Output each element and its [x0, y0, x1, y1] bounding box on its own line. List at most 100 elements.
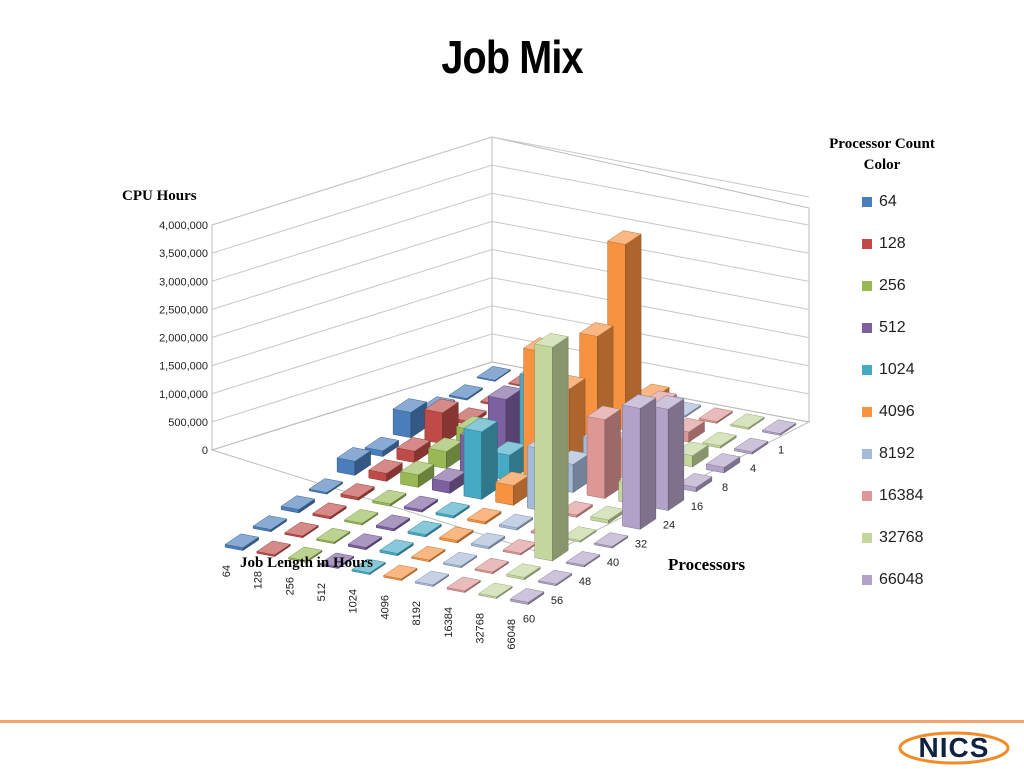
legend-label: 8192 [879, 445, 915, 462]
legend-swatch [862, 323, 872, 333]
legend-swatch [862, 575, 872, 585]
y-tick-label: 512 [316, 583, 328, 601]
legend-swatch [862, 239, 872, 249]
y-axis-label: Processors [668, 555, 745, 574]
svg-text:NICS: NICS [919, 732, 990, 763]
bar-len-60-proc-128 [256, 540, 291, 558]
bar-len-48-proc-16384 [502, 539, 538, 556]
z-tick-label: 3,000,000 [159, 276, 208, 288]
z-tick-label: 500,000 [168, 417, 208, 429]
bar-len-1-proc-66048 [761, 419, 797, 436]
bar-len-24-proc-256 [427, 437, 463, 470]
bar-len-48-proc-512 [375, 514, 411, 532]
x-tick-label: 16 [691, 501, 703, 513]
legend-swatch [862, 365, 872, 375]
bar-len-40-proc-1024 [435, 501, 471, 519]
bar-len-40-proc-512 [403, 495, 439, 513]
x-tick-label: 1 [778, 444, 784, 456]
legend-label: 4096 [879, 403, 915, 420]
bar-len-40-proc-4096 [466, 507, 502, 525]
bar-len-40-proc-256 [371, 489, 407, 507]
slide-title: Job Mix [441, 31, 583, 83]
bar-len-56-proc-512 [347, 533, 383, 551]
bar-len-48-proc-4096 [438, 526, 474, 544]
bars [224, 230, 797, 606]
bar-len-32-proc-128 [368, 459, 403, 482]
bar-len-24-proc-128 [396, 437, 431, 464]
bar-len-60-proc-16384 [446, 576, 482, 594]
bar-len-1-proc-64 [476, 366, 512, 382]
z-tick-label: 1,500,000 [159, 361, 208, 373]
legend-swatch [862, 281, 872, 291]
legend-item: 1024 [862, 360, 915, 380]
bar-len-32-proc-66048 [621, 394, 657, 530]
bar-len-24-proc-16384 [586, 405, 622, 500]
legend-item: 32768 [862, 528, 924, 548]
legend-title: Processor Count Color [829, 136, 935, 173]
y-tick-label: 256 [284, 577, 296, 595]
bar-len-48-proc-64 [280, 495, 316, 514]
legend-swatch [862, 533, 872, 543]
legend-swatch [862, 449, 872, 459]
bar-len-16-proc-64 [392, 398, 428, 439]
bar-len-60-proc-1024 [351, 558, 387, 576]
legend-swatch [862, 491, 872, 501]
y-tick-label: 66048 [506, 619, 518, 650]
bar-len-4-proc-66048 [733, 437, 769, 455]
bar-len-32-proc-64 [336, 447, 372, 476]
gridlines [211, 136, 810, 423]
legend-label: 1024 [879, 361, 915, 378]
legend-label: 16384 [879, 487, 924, 504]
bar-len-56-proc-8192 [442, 551, 478, 569]
bar-len-60-proc-256 [287, 546, 323, 564]
bar-len-48-proc-32768 [534, 333, 569, 562]
bar-len-32-proc-4096 [494, 471, 530, 506]
bar-len-56-proc-128 [284, 521, 319, 539]
bar-len-40-proc-64 [308, 478, 344, 495]
legend-swatch [862, 407, 872, 417]
bar-len-56-proc-64 [252, 515, 288, 533]
x-tick-label: 32 [635, 538, 647, 550]
legend-swatch [862, 197, 872, 207]
y-tick-label: 32768 [474, 613, 486, 644]
legend-label: 32768 [879, 529, 924, 546]
legend-item: 128 [862, 234, 906, 254]
bar-len-48-proc-1024 [407, 520, 443, 538]
z-tick-label: 1,000,000 [159, 389, 208, 401]
footer-line [0, 720, 1024, 723]
bar-len-40-proc-128 [340, 483, 375, 501]
bar-len-56-proc-16384 [474, 557, 510, 575]
x-tick-label: 56 [551, 595, 563, 607]
x-tick-label: 40 [607, 557, 619, 569]
y-tick-label: 4096 [379, 595, 391, 619]
bar-len-56-proc-256 [315, 527, 351, 545]
x-tick-label: 24 [663, 520, 675, 532]
bar-len-60-proc-32768 [478, 582, 513, 600]
y-tick-label: 1024 [348, 589, 360, 613]
bar-len-60-proc-66048 [509, 588, 545, 606]
z-axis-ticks: 0 500,000 1,000,000 1,500,000 2,000,000 2,500… [159, 220, 208, 457]
bar-len-48-proc-256 [343, 509, 379, 526]
bar-len-48-proc-128 [312, 502, 347, 520]
legend-label: 512 [879, 319, 906, 336]
y-tick-label: 64 [221, 565, 233, 577]
x-tick-label: 8 [722, 482, 728, 494]
x-tick-label: 60 [523, 614, 535, 626]
legend-item: 66048 [862, 570, 924, 590]
bar-len-24-proc-64 [364, 436, 400, 458]
floor [210, 361, 811, 556]
x-tick-label: 4 [750, 463, 756, 475]
x-tick-label: 48 [579, 576, 591, 588]
legend-item: 4096 [862, 402, 915, 422]
legend-label: 66048 [879, 571, 924, 588]
x-axis-label: Job Length in Hours [240, 555, 373, 571]
z-tick-label: 2,000,000 [159, 333, 208, 345]
legend-label: 64 [879, 193, 897, 210]
z-tick-label: 2,500,000 [159, 304, 208, 316]
bar-len-32-proc-512 [431, 467, 467, 494]
bar-len-4-proc-64 [448, 384, 484, 401]
bar-len-56-proc-32768 [506, 563, 541, 581]
bar-len-60-proc-512 [319, 552, 355, 570]
